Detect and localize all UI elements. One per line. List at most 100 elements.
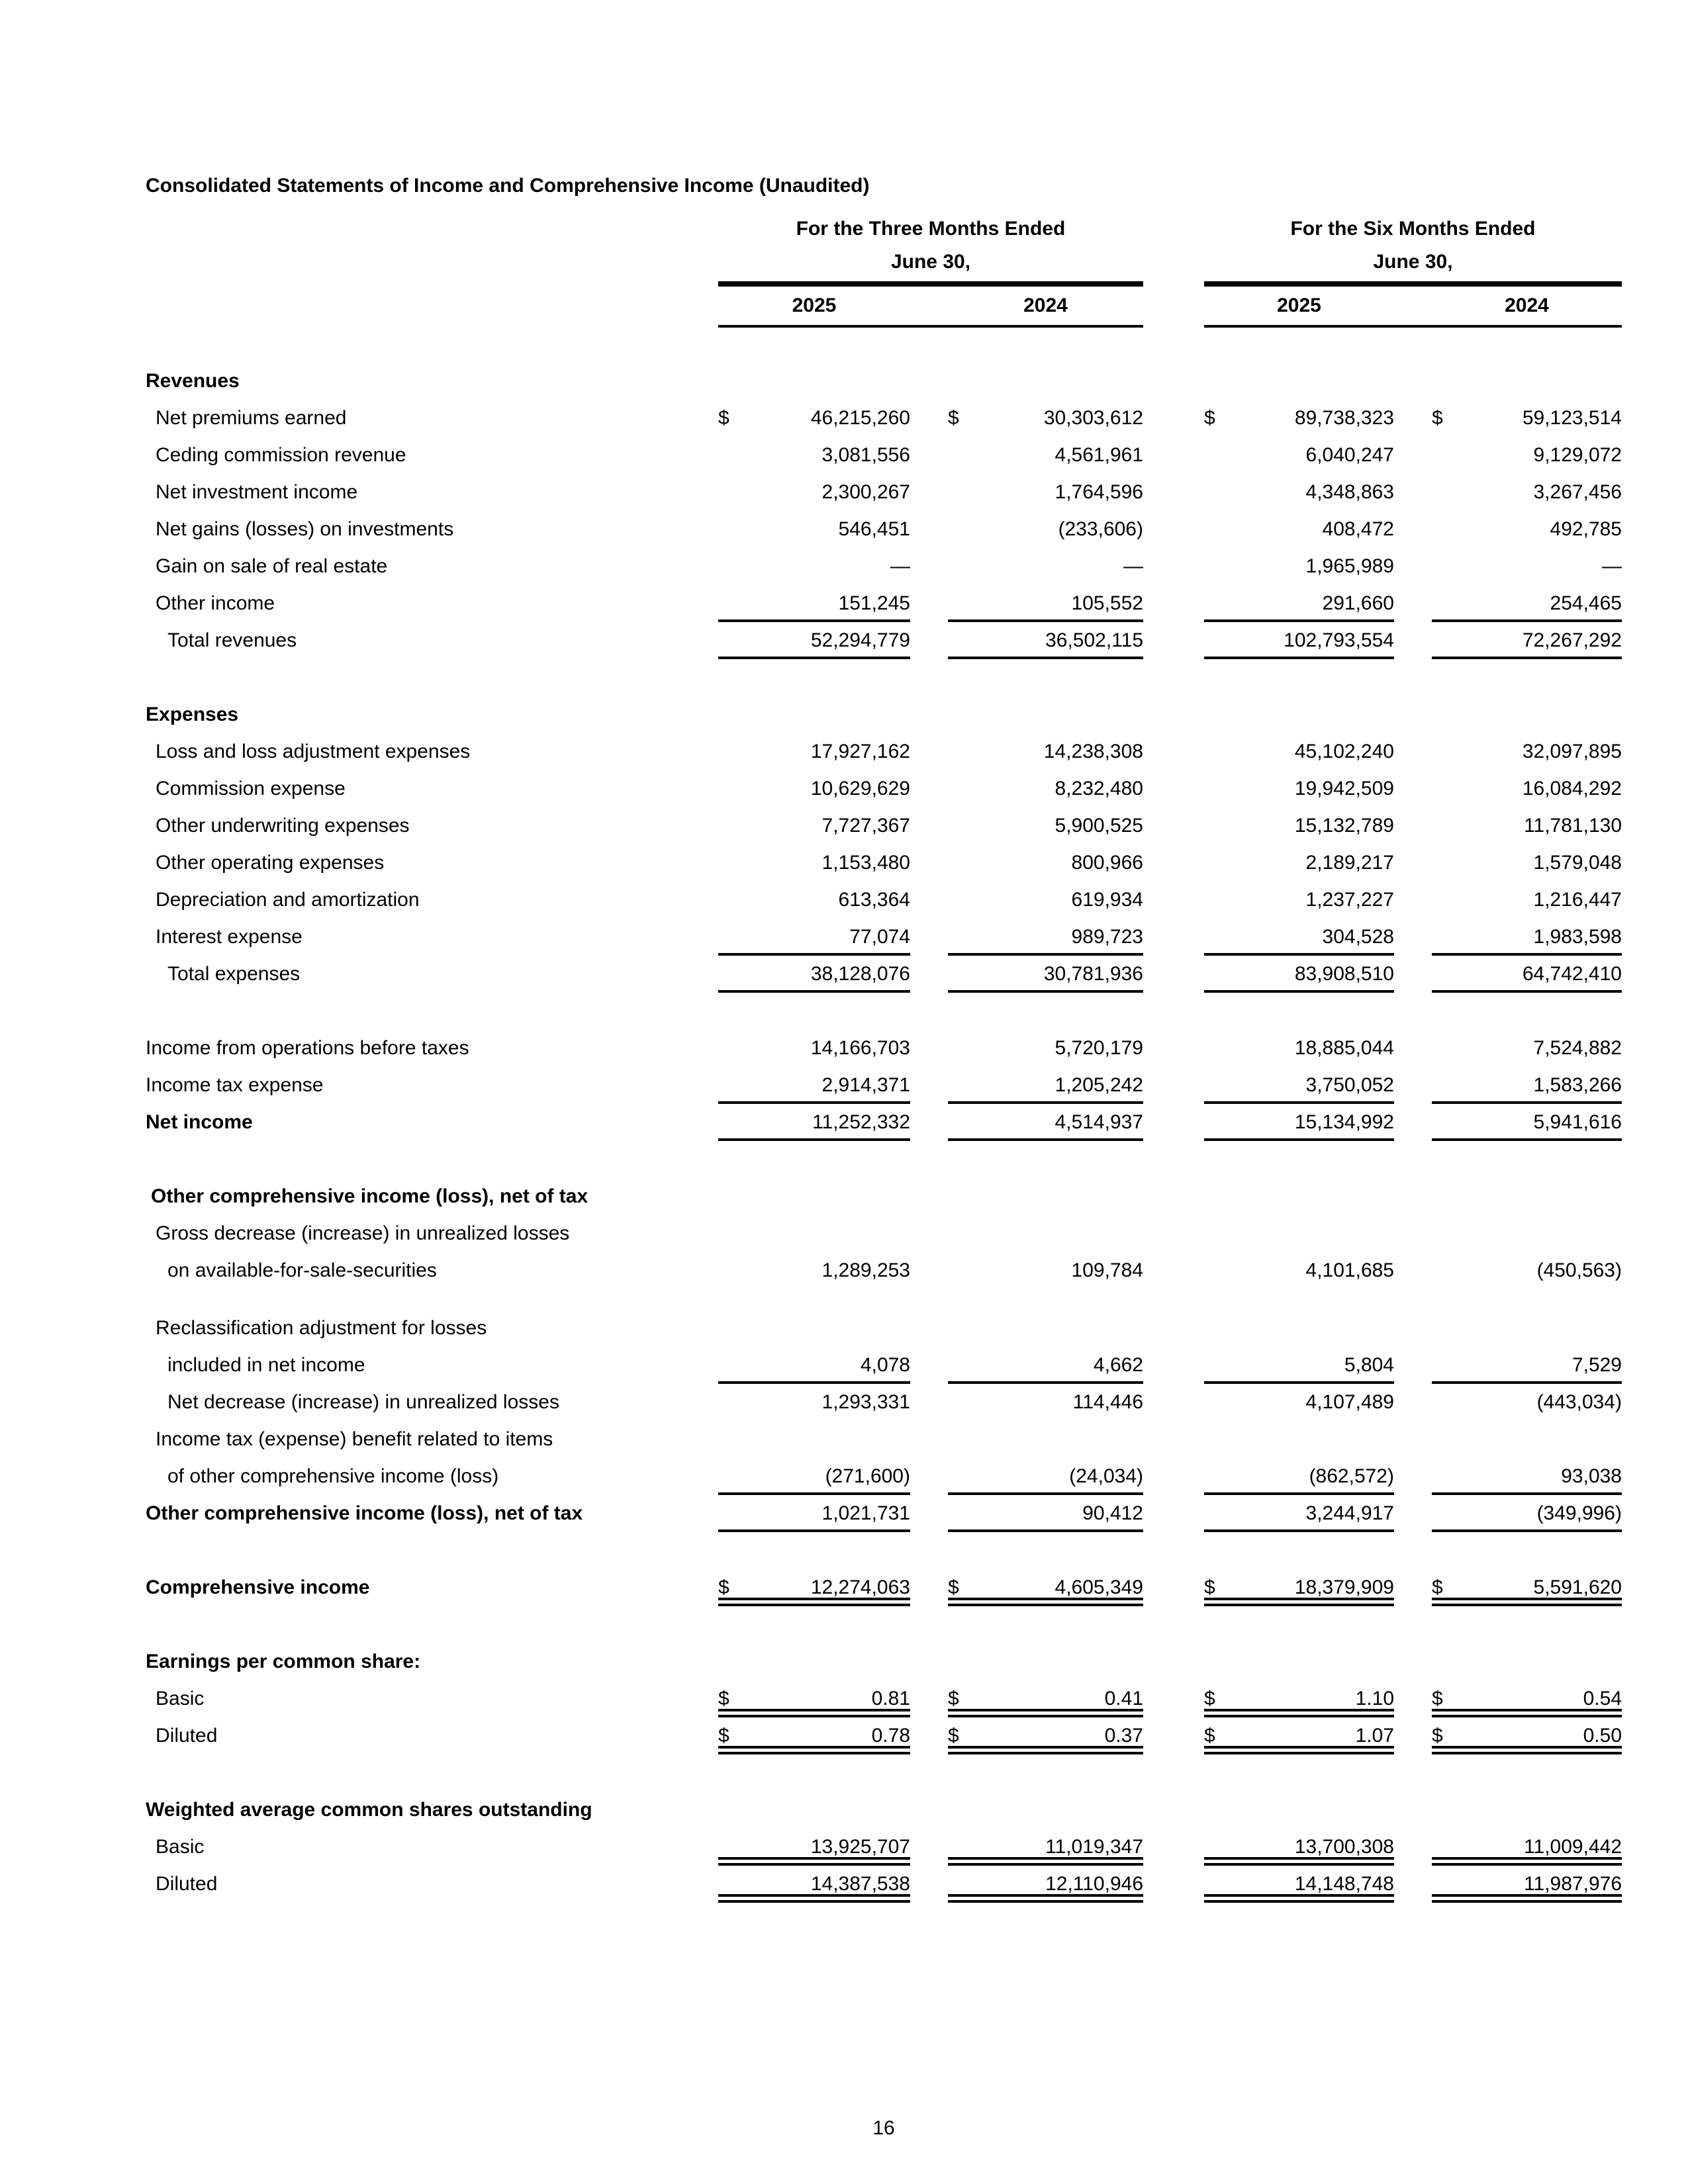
row-value: 15,134,992: [1294, 1111, 1394, 1133]
row-value: 18,885,044: [1294, 1037, 1394, 1059]
row-value: 304,528: [1322, 926, 1394, 948]
row-value: 36,502,115: [1045, 629, 1143, 651]
row-value: 9,129,072: [1533, 444, 1622, 466]
row-label: Diluted: [156, 1725, 218, 1747]
row-value: (443,034): [1536, 1391, 1622, 1413]
table-row: Net premiums earned $46,215,260 $30,303,61…: [146, 400, 1622, 437]
value-cell: 1,205,242: [948, 1067, 1143, 1104]
value-cell: 11,009,442: [1432, 1829, 1622, 1866]
row-label: Other comprehensive income (loss), net o…: [151, 1185, 588, 1207]
row-value: —: [890, 555, 910, 577]
value-cell: 291,660: [1204, 585, 1394, 622]
value-cell: 13,700,308: [1204, 1829, 1394, 1866]
row-value: 11,009,442: [1524, 1836, 1622, 1858]
value-cell: 4,561,961: [948, 437, 1143, 474]
row-value: 45,102,240: [1294, 741, 1394, 762]
row-value: (450,563): [1536, 1259, 1622, 1281]
row-value: 19,942,509: [1294, 778, 1394, 799]
row-label: Revenues: [146, 370, 240, 392]
row-value: 30,303,612: [1043, 407, 1143, 429]
value-cell: $12,274,063: [718, 1569, 910, 1606]
row-value: 52,294,779: [810, 629, 910, 651]
row-value: 3,267,456: [1533, 481, 1622, 503]
row-label: Net investment income: [156, 481, 358, 503]
row-label: Expenses: [146, 704, 239, 725]
row-label: Commission expense: [156, 778, 346, 799]
row-value: 10,629,629: [810, 778, 910, 799]
row-value: 546,451: [838, 518, 910, 540]
row-value: 13,925,707: [810, 1836, 910, 1858]
dollar-sign: $: [948, 1725, 959, 1747]
value-cell: 13,925,707: [718, 1829, 910, 1866]
row-value: 4,078: [860, 1354, 910, 1376]
row-label: Other operating expenses: [156, 852, 385, 874]
value-cell: 32,097,895: [1432, 733, 1622, 770]
row-label: Gain on sale of real estate: [156, 555, 388, 577]
value-cell: $46,215,260: [718, 400, 910, 437]
row-value: 72,267,292: [1522, 629, 1622, 651]
value-cell: 7,529: [1432, 1347, 1622, 1384]
value-cell: 4,514,937: [948, 1104, 1143, 1141]
row-value: 1,764,596: [1055, 481, 1143, 503]
table-row: Diluted $0.78 $0.37 $1.07 $0.50: [146, 1717, 1622, 1754]
row-value: 1.10: [1355, 1688, 1394, 1709]
dollar-sign: $: [1204, 1576, 1215, 1598]
table-row: Commission expense 10,629,629 8,232,480 19,…: [146, 770, 1622, 807]
table-row: Total expenses 38,128,076 30,781,936 83,908…: [146, 956, 1622, 993]
value-cell: 3,081,556: [718, 437, 910, 474]
row-spacer: [146, 328, 1622, 363]
row-value: 114,446: [1072, 1391, 1143, 1413]
value-cell: $0.54: [1432, 1680, 1622, 1717]
value-cell: 1,289,253: [718, 1252, 910, 1289]
value-cell: 619,934: [948, 882, 1143, 919]
value-cell: $30,303,612: [948, 400, 1143, 437]
value-cell: 1,583,266: [1432, 1067, 1622, 1104]
value-cell: $4,605,349: [948, 1569, 1143, 1606]
row-label: Ceding commission revenue: [156, 444, 406, 466]
row-value: 5,804: [1344, 1354, 1394, 1376]
table-row: Other underwriting expenses 7,727,367 5,90…: [146, 807, 1622, 844]
row-value: 11,019,347: [1045, 1836, 1143, 1858]
value-cell: 4,107,489: [1204, 1384, 1394, 1421]
value-cell: (862,572): [1204, 1458, 1394, 1495]
value-cell: 14,166,703: [718, 1030, 910, 1067]
row-label: Other income: [156, 592, 275, 614]
group-gap: [1143, 210, 1204, 328]
row-label: Depreciation and amortization: [156, 889, 420, 911]
value-cell: 10,629,629: [718, 770, 910, 807]
row-value: 3,750,052: [1305, 1074, 1394, 1096]
value-cell: —: [1432, 548, 1622, 585]
value-cell: 5,804: [1204, 1347, 1394, 1384]
value-cell: $1.07: [1204, 1717, 1394, 1754]
value-cell: (349,996): [1432, 1495, 1622, 1532]
row-value: 0.37: [1104, 1725, 1143, 1747]
table-row: Basic $0.81 $0.41 $1.10 $0.54: [146, 1680, 1622, 1717]
dollar-sign: $: [718, 407, 729, 429]
value-cell: 254,465: [1432, 585, 1622, 622]
value-cell: 90,412: [948, 1495, 1143, 1532]
row-value: 14,387,538: [810, 1873, 910, 1895]
year-column-header: 2025: [792, 295, 837, 316]
table-row: Total revenues 52,294,779 36,502,115 102,79…: [146, 622, 1622, 659]
table-row: Net gains (losses) on investments 546,451…: [146, 511, 1622, 548]
row-value: 77,074: [849, 926, 910, 948]
value-cell: $0.41: [948, 1680, 1143, 1717]
table-row: Revenues: [146, 363, 1622, 400]
row-value: 613,364: [838, 889, 910, 911]
table-row: Comprehensive income $12,274,063 $4,605,34…: [146, 1569, 1622, 1606]
value-cell: 11,987,976: [1432, 1866, 1622, 1903]
row-value: 14,166,703: [810, 1037, 910, 1059]
row-value: 1,293,331: [821, 1391, 910, 1413]
row-spacer: [146, 659, 1622, 696]
value-cell: 3,267,456: [1432, 474, 1622, 511]
row-label: Reclassification adjustment for losses: [156, 1317, 487, 1339]
year-header-row: 2025 2024: [1204, 287, 1622, 328]
dollar-sign: $: [1204, 1725, 1215, 1747]
value-cell: 1,983,598: [1432, 919, 1622, 956]
row-value: 8,232,480: [1055, 778, 1143, 799]
table-row: Interest expense 77,074 989,723 304,528 1,98…: [146, 919, 1622, 956]
value-cell: 5,941,616: [1432, 1104, 1622, 1141]
row-value: 4,662: [1093, 1354, 1143, 1376]
value-cell: 4,101,685: [1204, 1252, 1394, 1289]
value-cell: 4,662: [948, 1347, 1143, 1384]
